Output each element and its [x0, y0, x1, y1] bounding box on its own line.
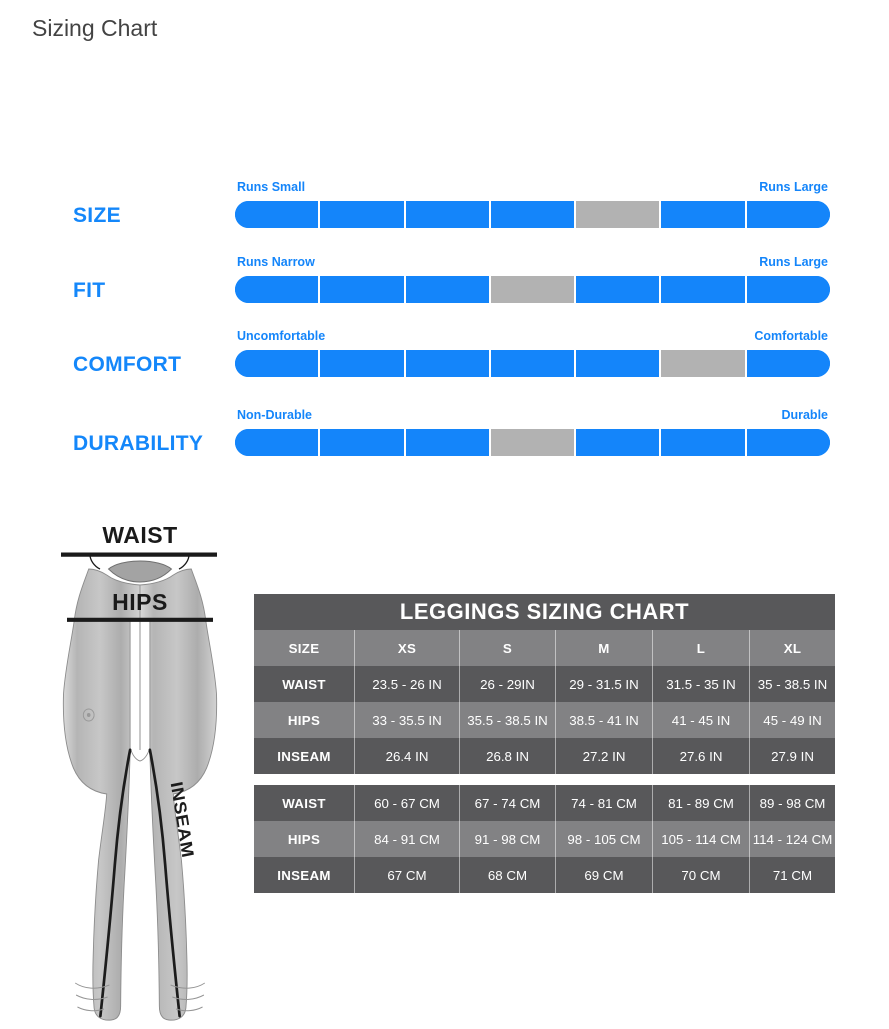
svg-text:WAIST: WAIST: [102, 522, 177, 548]
svg-text:HIPS: HIPS: [112, 589, 168, 615]
